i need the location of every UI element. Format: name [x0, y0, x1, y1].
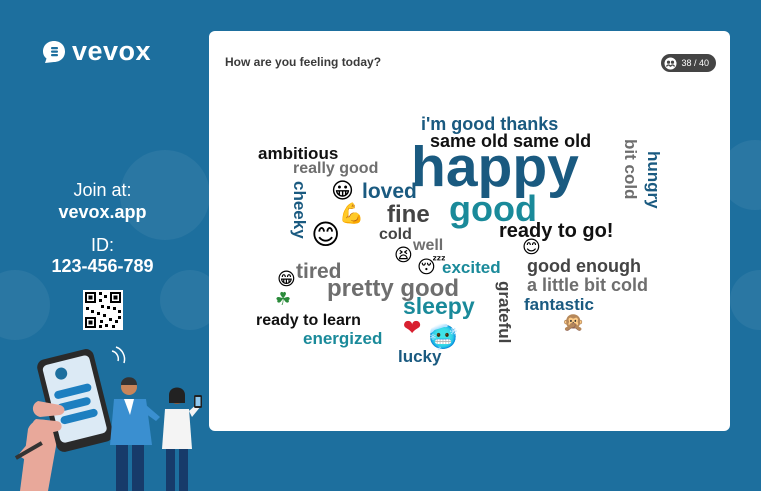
word-cloud-card: How are you feeling today? 38 / 40 i'm g… [209, 31, 730, 431]
muscle-emoji-icon: 💪 [339, 201, 364, 225]
response-counter-badge: 38 / 40 [661, 54, 716, 72]
bokeh-light [120, 150, 210, 240]
bokeh-light [0, 270, 50, 340]
word-cloud-word: fine [387, 201, 430, 228]
word-cloud-word: really good [293, 160, 379, 177]
cold-face-emoji-icon: 🥶 [428, 323, 458, 351]
word-cloud-word: lucky [398, 347, 442, 366]
word-cloud-word: i'm good thanks [421, 114, 559, 134]
word-cloud-word: happy [411, 135, 579, 199]
tired-face-emoji-icon: 😫 [394, 245, 413, 266]
sleeping-face-emoji-icon: 😴 [417, 257, 446, 278]
word-cloud-word: grateful [495, 281, 514, 344]
join-label: Join at: [73, 180, 132, 200]
word-cloud-word: excited [442, 258, 501, 277]
person-woman-icon [162, 387, 202, 491]
hand-holding-phone-icon [14, 346, 126, 491]
happy-face-emoji-icon: 😁 [277, 269, 296, 290]
join-url[interactable]: vevox.app [58, 202, 147, 222]
qr-code [83, 290, 123, 330]
heart-emoji-icon: ❤ [403, 316, 422, 341]
session-id-label: ID: [90, 235, 114, 255]
word-cloud-word: fantastic [524, 295, 594, 314]
vevox-logo: vevox [42, 38, 151, 65]
word-cloud-word: ambitious [258, 144, 339, 163]
response-count: 38 / 40 [681, 58, 709, 68]
word-cloud-word: a little bit cold [527, 275, 649, 295]
word-cloud-word: bit cold [621, 139, 640, 200]
question-title: How are you feeling today? [225, 55, 382, 69]
participants-icon [664, 57, 677, 69]
word-cloud: i'm good thanks same old same old ambiti… [209, 31, 730, 431]
clover-emoji-icon: ☘ [275, 289, 292, 310]
bokeh-light [730, 270, 761, 330]
word-cloud-word: sleepy [403, 293, 475, 319]
word-cloud-word: energized [303, 329, 383, 348]
word-cloud-word: loved [362, 180, 417, 203]
smiley-emoji-icon: 😀 [331, 179, 354, 204]
word-cloud-word: pretty good [327, 275, 459, 302]
brand-name: vevox [72, 36, 152, 66]
person-man-icon [110, 377, 160, 491]
word-cloud-word: tired [296, 260, 342, 283]
word-cloud-word: same old same old [430, 131, 592, 151]
word-cloud-word: cheeky [290, 181, 309, 239]
session-id: 123-456-789 [51, 256, 154, 276]
word-cloud-word: ready to learn [256, 312, 361, 329]
blush-emoji-icon: 😊 [522, 237, 541, 258]
word-cloud-word: hungry [644, 151, 663, 209]
grinning-emoji-icon: 😊 [311, 218, 341, 251]
monkey-emoji-icon: 🙊 [562, 312, 585, 333]
speech-bubble-icon [43, 40, 65, 63]
word-cloud-word: good [449, 188, 537, 229]
word-cloud-word: well [413, 237, 444, 254]
word-cloud-word: ready to go! [499, 220, 614, 242]
audience-illustration [14, 346, 202, 491]
word-cloud-word: good enough [527, 256, 641, 276]
word-cloud-word: cold [379, 226, 412, 243]
